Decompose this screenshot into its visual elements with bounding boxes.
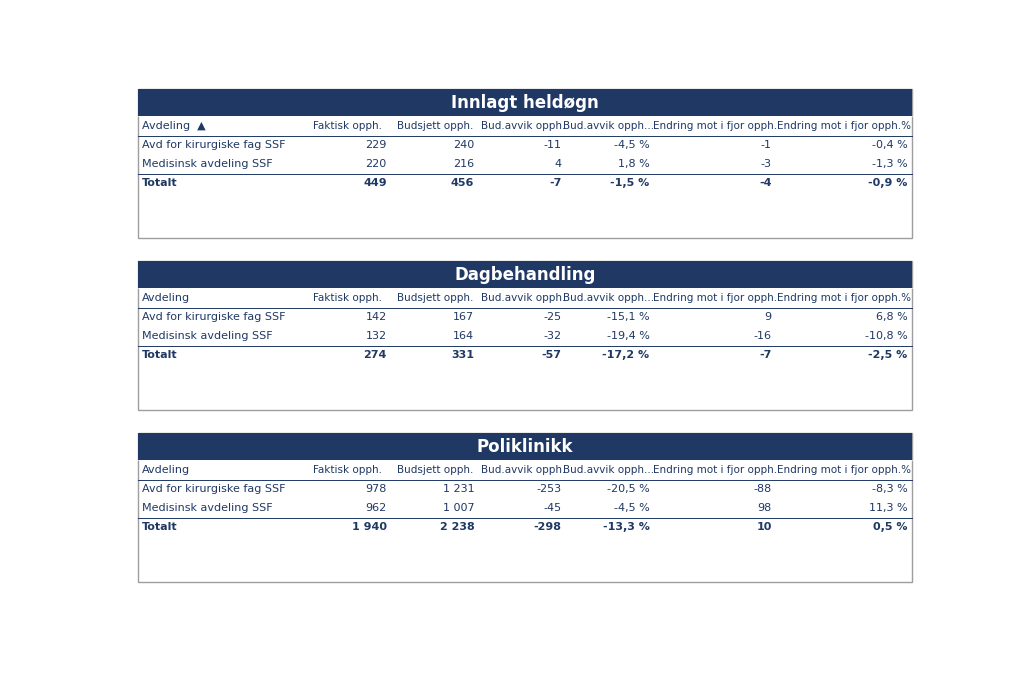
Text: -4,5 %: -4,5 % [613, 503, 649, 513]
Text: Poliklinikk: Poliklinikk [476, 437, 573, 456]
Text: Bud.avvik opph....: Bud.avvik opph.... [563, 465, 657, 475]
Text: Faktisk opph.: Faktisk opph. [313, 465, 382, 475]
Text: Budsjett opph.: Budsjett opph. [397, 293, 473, 303]
Text: -13,3 %: -13,3 % [602, 522, 649, 532]
Text: -253: -253 [537, 485, 562, 494]
Text: 229: 229 [366, 140, 387, 150]
Text: 978: 978 [366, 485, 387, 494]
Text: Bud.avvik opph.: Bud.avvik opph. [480, 465, 565, 475]
Text: Endring mot i fjor opph.: Endring mot i fjor opph. [653, 121, 777, 131]
Text: 4: 4 [555, 159, 562, 169]
Text: 1 007: 1 007 [442, 503, 474, 513]
Text: Totalt: Totalt [142, 522, 178, 532]
Text: -1,5 %: -1,5 % [610, 178, 649, 188]
Text: 9: 9 [765, 312, 772, 322]
Text: Endring mot i fjor opph.%: Endring mot i fjor opph.% [777, 465, 911, 475]
Text: Endring mot i fjor opph.%: Endring mot i fjor opph.% [777, 293, 911, 303]
Text: 167: 167 [454, 312, 474, 322]
Text: Avdeling: Avdeling [142, 465, 190, 475]
Text: Budsjett opph.: Budsjett opph. [397, 121, 473, 131]
Text: 98: 98 [758, 503, 772, 513]
Text: -3: -3 [761, 159, 772, 169]
Text: -10,8 %: -10,8 % [864, 331, 907, 341]
Text: 132: 132 [366, 331, 387, 341]
Text: 220: 220 [366, 159, 387, 169]
Text: Avd for kirurgiske fag SSF: Avd for kirurgiske fag SSF [142, 485, 286, 494]
Text: -298: -298 [534, 522, 562, 532]
Text: -45: -45 [544, 503, 562, 513]
Text: -0,4 %: -0,4 % [871, 140, 907, 150]
Text: -11: -11 [544, 140, 562, 150]
Text: Avdeling: Avdeling [142, 293, 190, 303]
Text: -19,4 %: -19,4 % [606, 331, 649, 341]
Text: Faktisk opph.: Faktisk opph. [313, 121, 382, 131]
Text: Bud.avvik opph.: Bud.avvik opph. [480, 121, 565, 131]
Text: Faktisk opph.: Faktisk opph. [313, 293, 382, 303]
Text: -1,3 %: -1,3 % [871, 159, 907, 169]
Text: Innlagt heldøgn: Innlagt heldøgn [451, 93, 599, 112]
Text: 164: 164 [454, 331, 474, 341]
Text: 456: 456 [451, 178, 474, 188]
Text: Medisinsk avdeling SSF: Medisinsk avdeling SSF [142, 159, 273, 169]
Text: Totalt: Totalt [142, 350, 178, 360]
Text: 0,5 %: 0,5 % [872, 522, 907, 532]
Bar [137, 261, 912, 410]
Text: -25: -25 [544, 312, 562, 322]
Text: -4: -4 [759, 178, 772, 188]
Text: -1: -1 [761, 140, 772, 150]
Text: -32: -32 [544, 331, 562, 341]
Text: -4,5 %: -4,5 % [613, 140, 649, 150]
Text: Budsjett opph.: Budsjett opph. [397, 465, 473, 475]
Text: -16: -16 [754, 331, 772, 341]
Text: Bud.avvik opph.: Bud.avvik opph. [480, 293, 565, 303]
Text: -20,5 %: -20,5 % [606, 485, 649, 494]
Text: 274: 274 [364, 350, 387, 360]
Text: -7: -7 [760, 350, 772, 360]
Text: 2 238: 2 238 [439, 522, 474, 532]
Text: -88: -88 [754, 485, 772, 494]
Text: -57: -57 [542, 350, 562, 360]
Text: Endring mot i fjor opph.: Endring mot i fjor opph. [653, 465, 777, 475]
Bar [137, 433, 912, 582]
Text: -7: -7 [550, 178, 562, 188]
Text: 1 231: 1 231 [442, 485, 474, 494]
Text: -8,3 %: -8,3 % [871, 485, 907, 494]
Text: 240: 240 [453, 140, 474, 150]
Text: Bud.avvik opph....: Bud.avvik opph.... [563, 121, 657, 131]
Text: 10: 10 [757, 522, 772, 532]
Text: 331: 331 [452, 350, 474, 360]
Text: 6,8 %: 6,8 % [876, 312, 907, 322]
Text: -17,2 %: -17,2 % [602, 350, 649, 360]
Bar [137, 89, 912, 116]
Text: 11,3 %: 11,3 % [868, 503, 907, 513]
Text: 1 940: 1 940 [352, 522, 387, 532]
Text: 1,8 %: 1,8 % [617, 159, 649, 169]
Text: Medisinsk avdeling SSF: Medisinsk avdeling SSF [142, 503, 273, 513]
Bar [137, 89, 912, 238]
Text: 962: 962 [366, 503, 387, 513]
Bar [137, 433, 912, 460]
Text: Totalt: Totalt [142, 178, 178, 188]
Text: Avd for kirurgiske fag SSF: Avd for kirurgiske fag SSF [142, 312, 286, 322]
Text: -2,5 %: -2,5 % [868, 350, 907, 360]
Text: Medisinsk avdeling SSF: Medisinsk avdeling SSF [142, 331, 273, 341]
Text: 449: 449 [364, 178, 387, 188]
Bar [137, 261, 912, 288]
Text: 142: 142 [366, 312, 387, 322]
Text: Avd for kirurgiske fag SSF: Avd for kirurgiske fag SSF [142, 140, 286, 150]
Text: 216: 216 [454, 159, 474, 169]
Text: Endring mot i fjor opph.: Endring mot i fjor opph. [653, 293, 777, 303]
Text: Dagbehandling: Dagbehandling [454, 265, 596, 284]
Text: -0,9 %: -0,9 % [868, 178, 907, 188]
Text: Bud.avvik opph....: Bud.avvik opph.... [563, 293, 657, 303]
Text: Avdeling  ▲: Avdeling ▲ [142, 121, 206, 131]
Text: -15,1 %: -15,1 % [607, 312, 649, 322]
Text: Endring mot i fjor opph.%: Endring mot i fjor opph.% [777, 121, 911, 131]
